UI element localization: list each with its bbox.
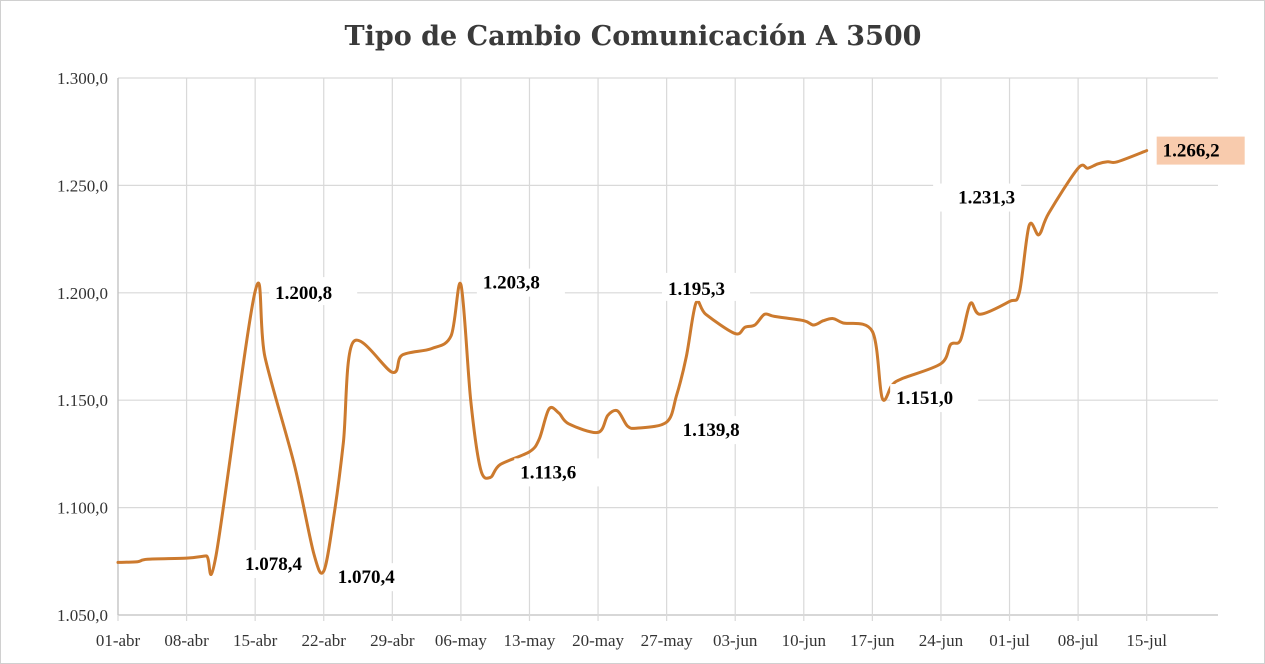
data-label-box	[514, 458, 603, 487]
data-label: 1.203,8	[483, 273, 540, 294]
data-label: 1.195,3	[668, 279, 725, 300]
data-label-box	[219, 549, 308, 578]
data-label: 1.113,6	[520, 462, 576, 483]
data-label-box	[890, 384, 979, 413]
data-label-box	[269, 277, 358, 306]
data-label: 1.139,8	[683, 420, 740, 441]
data-label: 1.200,8	[275, 283, 332, 304]
grid	[117, 77, 1218, 621]
x-tick-label: 01-abr	[96, 631, 141, 650]
data-label: 1.151,0	[896, 388, 953, 409]
x-tick-label: 08-abr	[164, 631, 209, 650]
x-tick-label: 01-jul	[989, 631, 1030, 650]
y-tick-label: 1.100,0	[57, 499, 108, 518]
y-tick-label: 1.200,0	[57, 284, 108, 303]
x-tick-label: 27-may	[641, 631, 693, 650]
y-tick-label: 1.250,0	[57, 176, 108, 195]
data-label-box	[933, 183, 1022, 212]
data-label: 1.266,2	[1163, 141, 1220, 162]
x-tick-label: 06-may	[435, 631, 487, 650]
data-label: 1.231,3	[958, 188, 1015, 209]
x-tick-label: 24-jun	[919, 631, 964, 650]
data-label-box	[676, 416, 765, 445]
series-line	[116, 149, 1149, 576]
y-tick-label: 1.300,0	[57, 69, 108, 88]
data-labels: 1.200,8 1.078,4 1.070,4 1.203,8 1.113,6 1.195…	[219, 136, 1245, 592]
x-tick-label: 15-jul	[1126, 631, 1167, 650]
series-lines	[116, 149, 1149, 576]
x-tick-label: 08-jul	[1058, 631, 1099, 650]
x-tick-label: 13-may	[504, 631, 556, 650]
x-axis-tick-labels: 01-abr 08-abr 15-abr 22-abr 29-abr 06-may 13-m…	[96, 631, 1167, 650]
highlight-label-box	[1156, 136, 1245, 165]
chart-title: Tipo de Cambio Comunicación A 3500	[345, 21, 922, 52]
data-label: 1.070,4	[338, 567, 396, 588]
x-tick-label: 15-abr	[233, 631, 278, 650]
x-tick-label: 29-abr	[370, 631, 415, 650]
data-label-box	[662, 272, 751, 301]
y-tick-label: 1.050,0	[57, 606, 108, 625]
data-label-box	[476, 268, 565, 297]
x-tick-label: 03-jun	[713, 631, 758, 650]
x-tick-label: 20-may	[572, 631, 624, 650]
x-tick-label: 17-jun	[850, 631, 895, 650]
x-tick-label: 22-abr	[302, 631, 347, 650]
data-label: 1.078,4	[245, 554, 303, 575]
y-axis-tick-labels: 1.050,0 1.100,0 1.150,0 1.200,0 1.250,0 1.300…	[57, 69, 108, 625]
x-tick-label: 10-jun	[782, 631, 827, 650]
data-label-box	[331, 563, 420, 592]
y-tick-label: 1.150,0	[57, 391, 108, 410]
